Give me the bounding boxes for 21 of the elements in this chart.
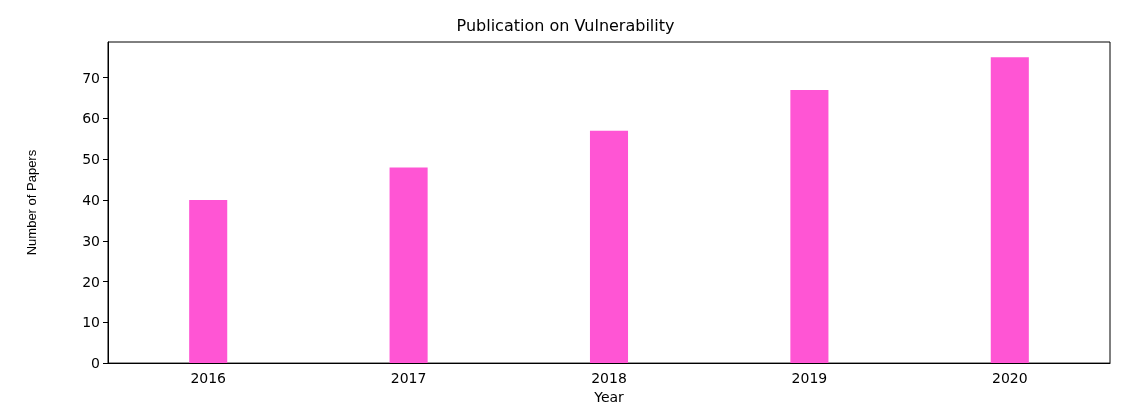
y-tick-label: 10 xyxy=(82,314,100,331)
x-tick-label: 2019 xyxy=(791,370,828,387)
bar xyxy=(189,200,228,364)
y-tick-label: 40 xyxy=(82,192,100,208)
x-axis-title: Year xyxy=(593,389,625,405)
chart-title: Publication on Vulnerability xyxy=(456,15,675,35)
bar xyxy=(389,167,428,364)
bar xyxy=(589,130,629,364)
x-tick-label: 2017 xyxy=(390,370,427,387)
y-tick-label: 0 xyxy=(91,355,100,372)
y-tick-label: 20 xyxy=(82,273,100,290)
bar xyxy=(990,57,1029,364)
bar xyxy=(790,89,829,364)
x-tick-label: 2016 xyxy=(190,370,227,387)
y-tick-label: 50 xyxy=(82,151,100,168)
y-tick-label: 60 xyxy=(82,110,100,127)
y-axis-title: Number of Papers xyxy=(24,149,39,256)
x-tick-label: 2020 xyxy=(991,370,1028,387)
y-tick-label: 70 xyxy=(82,69,100,86)
y-tick-label: 30 xyxy=(82,232,100,249)
x-tick-label: 2018 xyxy=(591,370,627,387)
